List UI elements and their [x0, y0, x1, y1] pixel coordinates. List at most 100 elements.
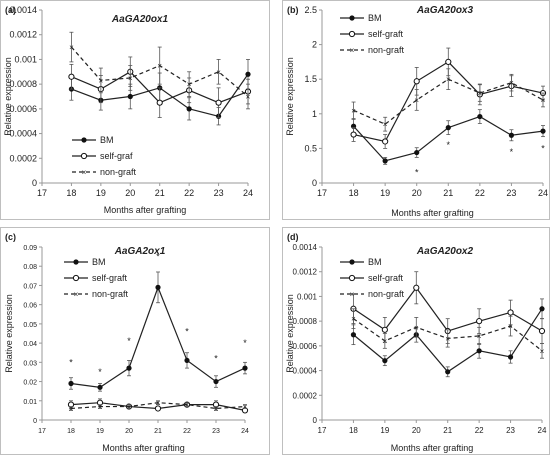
data-point	[413, 284, 420, 291]
data-point: ×	[128, 74, 133, 83]
x-tick-label: 24	[538, 426, 547, 435]
legend-label: BM	[92, 257, 106, 267]
y-tick-label: 0.0012	[9, 30, 37, 40]
data-point	[68, 380, 74, 387]
legend-label: non-graft	[92, 289, 129, 299]
x-tick-label: 19	[380, 426, 389, 435]
x-tick-label: 24	[241, 428, 249, 435]
data-point	[350, 332, 357, 338]
panel-4: (d) AaGA20ox2 0 0.0002 0.0004 0.0006 0.0008 0.0…	[282, 227, 550, 455]
data-point: ×	[214, 404, 219, 413]
x-tick-label: 23	[506, 188, 516, 198]
legend: BM self-graft × non-graft	[340, 13, 405, 55]
data-point: ×	[187, 80, 192, 89]
data-point	[445, 369, 451, 375]
data-point	[350, 131, 357, 138]
y-tick-label: 0.0002	[9, 153, 37, 163]
x-tick-label: 24	[243, 188, 253, 198]
data-point	[215, 99, 222, 106]
x-tick-label: 22	[475, 426, 484, 435]
data-point	[186, 106, 192, 112]
x-tick-label: 23	[212, 428, 220, 435]
data-point	[245, 71, 251, 77]
data-point: ×	[541, 96, 546, 105]
y-tick-label: 0.05	[23, 322, 37, 329]
panel-label: (d)	[287, 232, 299, 242]
y-tick-label: 0.07	[23, 283, 37, 290]
x-tick-label: 22	[475, 188, 485, 198]
data-point	[414, 149, 420, 156]
x-tick-label: 17	[37, 188, 47, 198]
y-tick-label: 1.5	[304, 74, 317, 84]
data-point: ×	[243, 403, 248, 412]
y-tick-label: 1	[312, 109, 317, 119]
data-point: ×	[414, 96, 419, 105]
panel-2: (b) AaGA20ox3 0 0.5 1 1.5 2 2.5 17 18 19 20 21 22 23 24…	[282, 0, 550, 220]
series-BM	[350, 298, 545, 378]
data-point: ×	[477, 332, 482, 341]
chart-title: AaGA20ox3	[416, 5, 474, 16]
y-tick-label: 0.0004	[9, 129, 37, 139]
y-tick-label: 0.0014	[9, 5, 37, 15]
data-point: ×	[246, 93, 251, 102]
x-tick-label: 23	[214, 188, 224, 198]
x-tick-label: 19	[96, 188, 106, 198]
x-tick-label: 20	[412, 188, 422, 198]
data-point	[68, 73, 75, 80]
x-tick-label: 21	[155, 188, 165, 198]
data-point: ×	[540, 347, 545, 356]
x-tick-label: 21	[443, 188, 453, 198]
y-tick-label: 0.06	[23, 303, 37, 310]
legend-marker	[73, 259, 79, 265]
x-axis-label: Months after grafting	[391, 443, 474, 453]
y-tick-label: 0	[32, 178, 37, 188]
significance-mark: *	[69, 357, 73, 367]
legend-label: BM	[368, 13, 382, 23]
significance-mark: *	[541, 143, 545, 153]
x-tick-label: 17	[317, 188, 327, 198]
data-point	[156, 99, 163, 106]
panel-label: (a)	[5, 5, 16, 15]
y-tick-label: 0.03	[23, 360, 37, 367]
significance-mark: *	[185, 327, 189, 337]
data-point	[382, 158, 388, 164]
legend-marker: ×	[82, 168, 87, 177]
chart-title: AaGA20ox2	[416, 246, 474, 257]
y-tick-label: 0.0004	[293, 367, 318, 376]
y-tick-label: 0	[33, 418, 37, 425]
x-tick-label: 18	[349, 426, 358, 435]
data-point: ×	[446, 75, 451, 84]
data-point	[476, 318, 483, 325]
y-tick-label: 0.001	[297, 292, 318, 301]
data-point: ×	[414, 323, 419, 332]
data-point: ×	[69, 404, 74, 413]
y-tick-label: 0.5	[304, 143, 317, 153]
data-point: ×	[383, 337, 388, 346]
data-point	[476, 348, 482, 354]
y-tick-label: 0	[312, 178, 317, 188]
data-point	[508, 132, 515, 138]
panel-1: (a) AaGA20ox1 0 0.0002 0.0004 0.0006 0.0008 0.0…	[0, 0, 270, 220]
legend-marker	[348, 30, 356, 38]
legend: BM self-graf × non-graft	[72, 135, 137, 177]
significance-mark: *	[243, 338, 247, 348]
x-tick-label: 19	[96, 428, 104, 435]
significance-mark: *	[98, 367, 102, 377]
legend-label: self-graf	[100, 151, 133, 161]
data-point	[507, 309, 514, 316]
data-point: ×	[185, 401, 190, 410]
legend-label: BM	[368, 257, 382, 267]
data-point	[445, 125, 451, 131]
x-axis-label: Months after grafting	[102, 443, 185, 453]
y-axis-label: Relative expression	[285, 294, 295, 373]
legend: BM self-graft × non-graft	[340, 257, 405, 299]
data-point	[382, 138, 389, 145]
y-axis-label: Relative expression	[285, 57, 295, 136]
data-point	[127, 93, 133, 100]
series-non-graft: × × × × × × ×	[69, 399, 248, 414]
x-tick-label: 17	[38, 428, 46, 435]
series-non-graft: × × × × × × ×	[69, 31, 251, 110]
y-tick-label: 0.0012	[293, 268, 318, 277]
data-point	[507, 354, 514, 360]
